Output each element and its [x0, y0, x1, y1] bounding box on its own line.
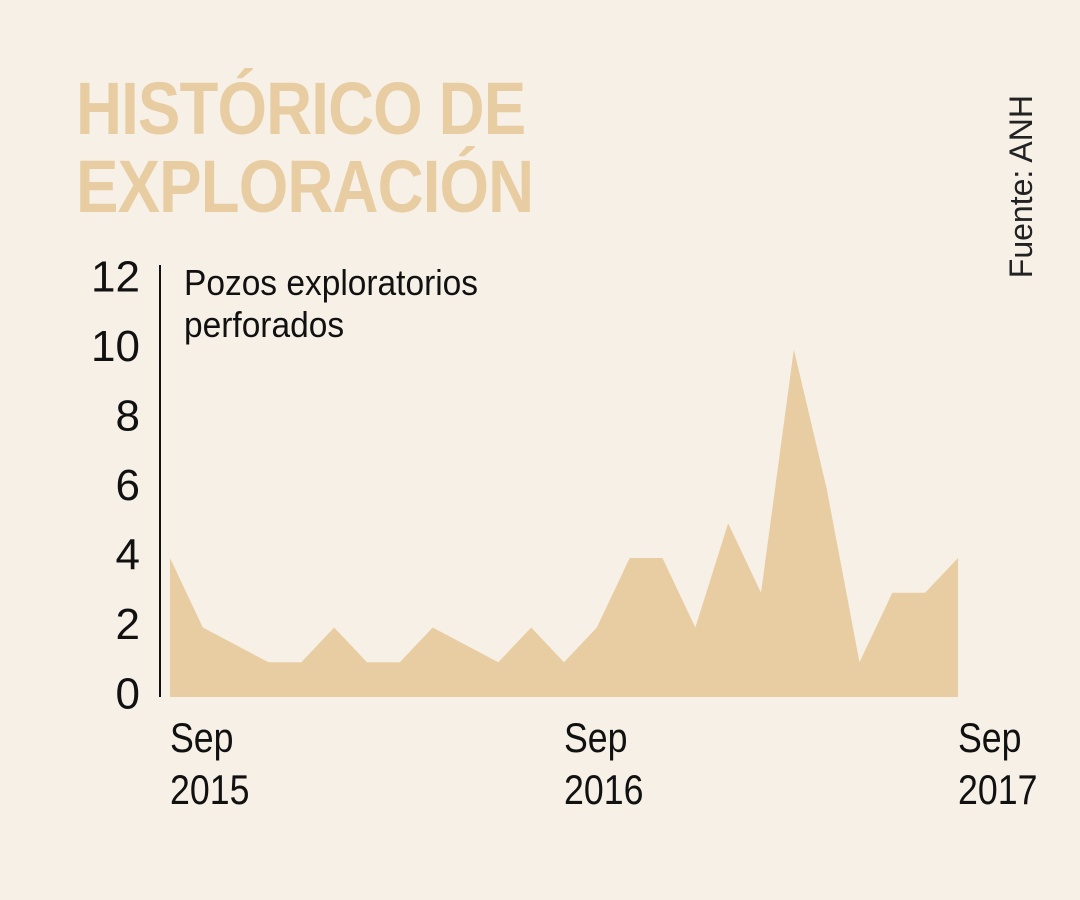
- y-tick-label: 2: [116, 600, 140, 649]
- x-tick-label: Sep 2017: [958, 714, 1038, 813]
- area: [170, 349, 958, 697]
- y-tick-label: 8: [116, 392, 140, 441]
- y-tick-label: 6: [116, 461, 140, 510]
- x-tick-label: Sep 2016: [564, 714, 644, 813]
- y-tick-label: 12: [91, 253, 140, 302]
- y-tick-label: 0: [116, 670, 140, 719]
- x-tick-label: Sep 2015: [170, 714, 250, 813]
- y-tick-label: 4: [116, 531, 140, 580]
- chart-subtitle: Pozos exploratorios perforados: [184, 262, 479, 345]
- y-tick-label: 10: [91, 322, 140, 371]
- chart-title: HISTÓRICO DE EXPLORACIÓN: [76, 67, 534, 228]
